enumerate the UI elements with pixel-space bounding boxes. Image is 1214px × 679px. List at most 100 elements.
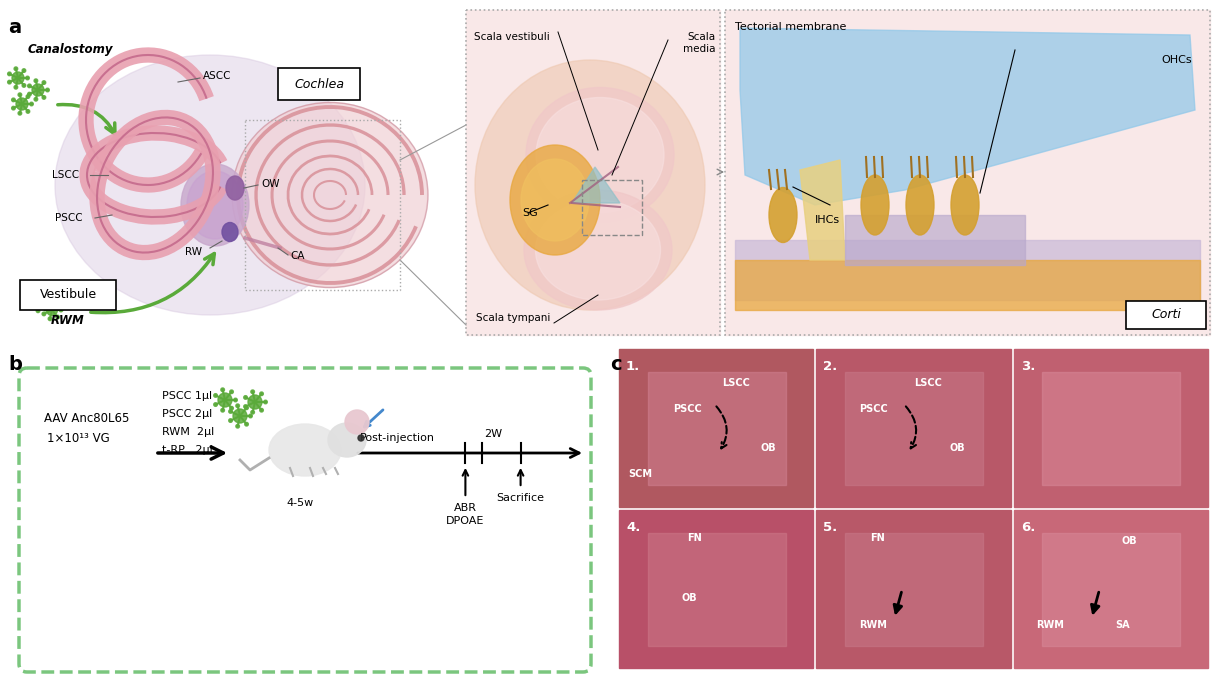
Text: 3.: 3. [1021, 360, 1036, 373]
Bar [816, 349, 1011, 507]
Text: Cochlea: Cochlea [294, 77, 344, 90]
Text: PSCC: PSCC [55, 213, 83, 223]
Text: Tectorial membrane: Tectorial membrane [734, 22, 846, 32]
Circle shape [229, 407, 233, 410]
Circle shape [15, 86, 18, 89]
Circle shape [34, 98, 38, 101]
Ellipse shape [521, 159, 589, 241]
Circle shape [7, 72, 11, 75]
Polygon shape [572, 167, 620, 203]
Ellipse shape [951, 175, 978, 235]
Text: OW: OW [261, 179, 279, 189]
Text: OB: OB [949, 443, 965, 453]
Text: PSCC: PSCC [674, 404, 702, 414]
Circle shape [228, 409, 232, 414]
Text: ASCC: ASCC [203, 71, 232, 81]
Text: RW: RW [185, 247, 202, 257]
Text: PSCC: PSCC [858, 404, 887, 414]
Circle shape [27, 95, 29, 98]
Circle shape [46, 304, 57, 316]
Ellipse shape [535, 200, 660, 300]
Circle shape [18, 111, 22, 115]
Text: Corti: Corti [1151, 308, 1181, 321]
Bar [734, 260, 1199, 310]
Bar [647, 372, 785, 485]
Ellipse shape [181, 164, 249, 246]
Circle shape [59, 308, 63, 312]
Circle shape [42, 304, 46, 308]
Text: DPOAE: DPOAE [447, 516, 484, 526]
Circle shape [55, 285, 58, 288]
Ellipse shape [328, 423, 365, 457]
Bar [725, 10, 1210, 335]
Bar [1014, 349, 1208, 507]
Circle shape [12, 72, 24, 84]
Text: Scala tympani: Scala tympani [476, 313, 550, 323]
Text: IHCs: IHCs [815, 215, 840, 225]
Text: Vestibule: Vestibule [39, 289, 97, 301]
Ellipse shape [475, 60, 705, 310]
Circle shape [30, 304, 34, 308]
Text: OB: OB [760, 443, 776, 453]
Circle shape [28, 84, 32, 88]
Circle shape [28, 92, 32, 96]
Ellipse shape [55, 55, 365, 315]
Circle shape [358, 435, 364, 441]
Circle shape [32, 84, 44, 96]
Ellipse shape [187, 171, 243, 239]
Text: LSCC: LSCC [52, 170, 79, 180]
Text: 6.: 6. [1021, 521, 1036, 534]
Text: 2.: 2. [823, 360, 838, 373]
Circle shape [34, 79, 38, 83]
Bar [619, 349, 813, 507]
Circle shape [229, 390, 233, 394]
Circle shape [263, 400, 267, 404]
Circle shape [244, 405, 248, 408]
Text: 4-5w: 4-5w [287, 498, 313, 508]
Circle shape [245, 406, 249, 409]
Circle shape [12, 98, 16, 102]
Circle shape [245, 422, 249, 426]
Text: 1×10¹³ VG: 1×10¹³ VG [47, 431, 109, 445]
Text: OB: OB [681, 593, 697, 602]
Circle shape [49, 299, 52, 303]
Circle shape [56, 301, 59, 305]
Circle shape [62, 286, 66, 290]
Circle shape [46, 88, 50, 92]
Ellipse shape [270, 424, 341, 476]
Circle shape [260, 408, 263, 412]
Bar [845, 372, 983, 485]
Circle shape [34, 297, 45, 308]
Text: LSCC: LSCC [914, 378, 942, 388]
Bar [1043, 533, 1180, 646]
Circle shape [219, 393, 232, 407]
Circle shape [260, 392, 263, 396]
Text: 5.: 5. [823, 521, 838, 534]
FancyBboxPatch shape [1127, 301, 1206, 329]
Circle shape [49, 297, 52, 301]
Bar [845, 533, 983, 646]
Text: RWM: RWM [858, 620, 886, 630]
Text: Scala
media: Scala media [682, 32, 715, 54]
Circle shape [18, 93, 22, 96]
Circle shape [251, 390, 255, 394]
Text: FN: FN [687, 533, 702, 543]
Bar [816, 510, 1011, 668]
Ellipse shape [768, 187, 798, 242]
Circle shape [42, 312, 46, 316]
Bar [734, 240, 1199, 300]
Circle shape [30, 296, 34, 300]
Circle shape [214, 394, 217, 397]
FancyBboxPatch shape [278, 68, 361, 100]
Circle shape [22, 69, 25, 73]
Circle shape [42, 96, 46, 99]
Text: Scala vestibuli: Scala vestibuli [473, 32, 550, 42]
Circle shape [25, 76, 29, 80]
Circle shape [214, 403, 217, 406]
Bar [466, 10, 720, 335]
Circle shape [49, 289, 52, 293]
Circle shape [228, 419, 232, 422]
Circle shape [221, 388, 225, 392]
Ellipse shape [226, 176, 244, 200]
Circle shape [44, 307, 47, 311]
